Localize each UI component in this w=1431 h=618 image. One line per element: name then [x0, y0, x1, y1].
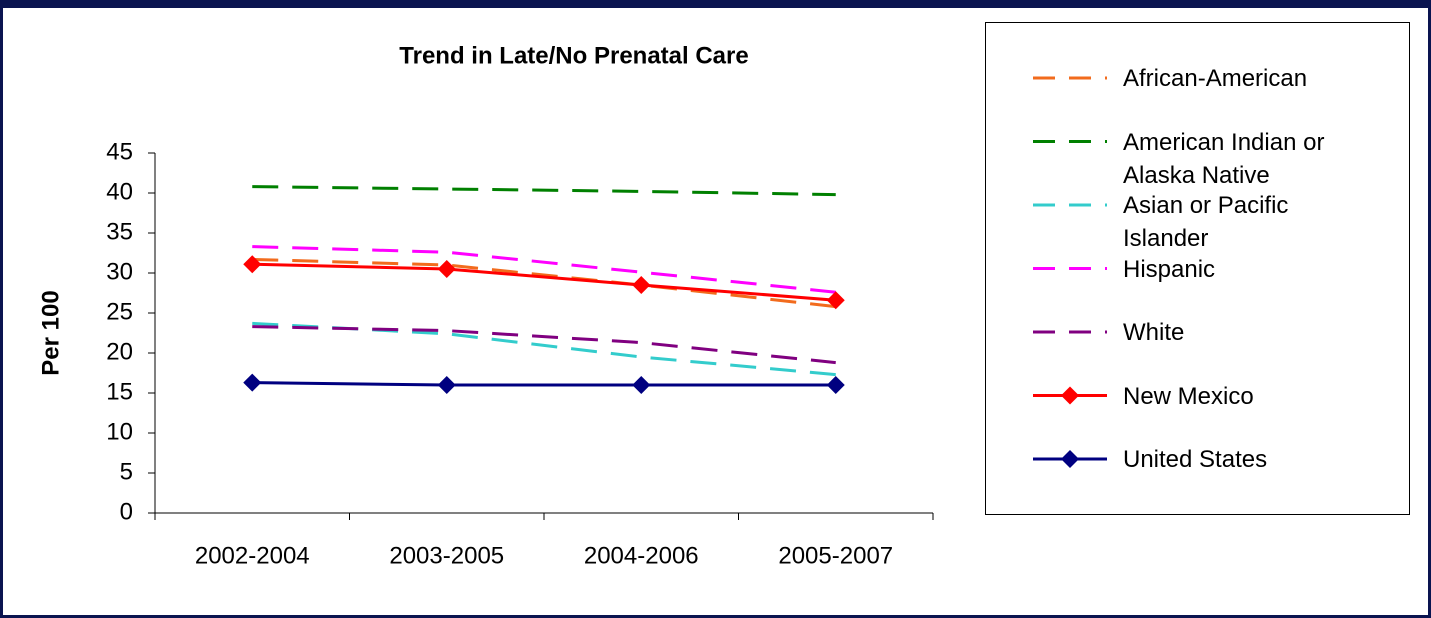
legend-label: American Indian or Alaska Native — [1123, 128, 1325, 189]
series-line — [252, 325, 836, 365]
data-point — [243, 373, 262, 392]
y-tick-label: 30 — [106, 258, 133, 285]
x-tick-label: 2003-2005 — [389, 542, 504, 569]
series-line — [252, 321, 836, 377]
data-point — [437, 260, 456, 278]
series-line — [252, 185, 836, 197]
data-point — [826, 376, 845, 394]
series-line — [252, 381, 836, 387]
x-tick-label: 2002-2004 — [195, 542, 310, 569]
legend-label: White — [1123, 319, 1185, 346]
chart-title: Trend in Late/No Prenatal Care — [399, 42, 748, 69]
y-tick-label: 25 — [106, 298, 133, 325]
y-tick-label: 5 — [120, 458, 133, 485]
y-tick-label: 20 — [106, 338, 133, 365]
legend-marker — [1061, 386, 1079, 405]
legend-label: Asian or Pacific Islander — [1123, 192, 1289, 252]
y-tick-label: 15 — [106, 378, 133, 405]
legend: African-American American Indian or Alask… — [985, 22, 1410, 515]
y-tick-label: 10 — [106, 418, 133, 445]
legend-label: Hispanic — [1123, 255, 1216, 283]
data-point — [437, 376, 456, 394]
y-tick-label: 0 — [120, 498, 133, 525]
data-point — [826, 291, 845, 310]
legend-label: New Mexico — [1123, 382, 1254, 410]
series-line — [252, 257, 836, 309]
x-tick-label: 2004-2006 — [584, 542, 699, 569]
x-tick-label: 2005-2007 — [778, 542, 893, 569]
legend-markers — [1033, 76, 1107, 468]
data-point — [632, 376, 651, 394]
y-tick-label: 35 — [106, 218, 133, 245]
legend-label: United States — [1123, 446, 1268, 473]
legend-marker — [1061, 450, 1079, 468]
series-line — [252, 262, 836, 302]
legend-label: African-American — [1123, 65, 1308, 92]
series-line — [252, 245, 836, 294]
data-point — [632, 276, 651, 294]
y-tick-label: 45 — [106, 138, 133, 165]
y-axis-label: Per 100 — [37, 290, 64, 375]
data-point — [243, 255, 262, 274]
y-tick-label: 40 — [106, 178, 133, 205]
